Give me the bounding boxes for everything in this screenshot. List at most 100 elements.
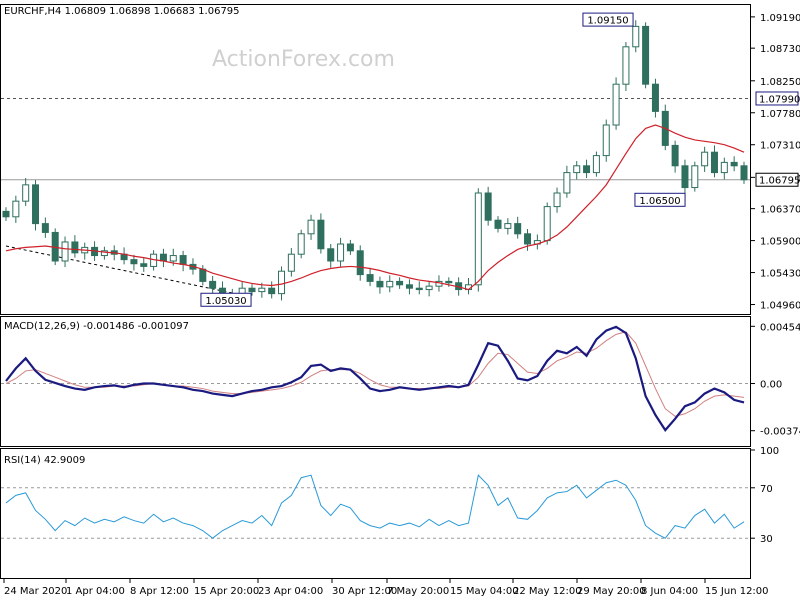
rsi-axis-label: 100 xyxy=(760,446,779,457)
candle-body xyxy=(524,233,532,245)
swing-low-label: 1.06500 xyxy=(639,196,680,207)
macd-axis-label: 0.00 xyxy=(760,380,782,391)
candle-body xyxy=(632,25,640,48)
candle-body xyxy=(622,46,630,85)
candle-body xyxy=(504,223,512,229)
candle-body xyxy=(514,223,522,235)
candle-body xyxy=(474,192,482,286)
swing-low-label-box xyxy=(634,192,686,207)
candle-body xyxy=(41,223,49,233)
macd-signal-line xyxy=(5,331,745,417)
current-price-axis-box xyxy=(755,172,799,187)
candle-body xyxy=(445,280,453,284)
candle-body xyxy=(494,219,502,229)
time-axis-label: 22 May 12:00 xyxy=(513,586,582,597)
candle-body xyxy=(307,219,315,235)
candle-body xyxy=(720,161,728,174)
rsi-plot xyxy=(1,474,750,539)
current-price-axis-label: 1.06795 xyxy=(759,176,800,187)
price-axis-label: 1.06370 xyxy=(760,205,800,216)
candle-body xyxy=(425,285,433,291)
candle-body xyxy=(396,280,404,286)
time-axis-label: 1 Apr 04:00 xyxy=(66,586,125,597)
candle-body xyxy=(405,284,413,289)
candle-body xyxy=(612,83,620,126)
macd-pane-header: MACD(12,26,9) -0.001486 -0.001097 xyxy=(4,321,189,332)
rsi-axis-label: 30 xyxy=(760,534,773,545)
high-label: 1.09150 xyxy=(587,16,628,27)
candle-body xyxy=(130,259,138,265)
candle-body xyxy=(366,274,374,282)
rsi-pane-frame xyxy=(0,448,751,579)
candle-body xyxy=(563,172,571,194)
price-pane-frame xyxy=(0,4,751,315)
candle-body xyxy=(258,287,266,293)
time-axis-label: 15 May 04:00 xyxy=(450,586,519,597)
price-axis-label: 1.09190 xyxy=(760,13,800,24)
candle-body xyxy=(169,255,177,262)
candle-body xyxy=(651,83,659,112)
candle-body xyxy=(100,250,108,257)
candle-body xyxy=(583,165,591,174)
candle-body xyxy=(179,255,187,265)
high-label-box xyxy=(582,12,634,27)
candle-body xyxy=(415,287,423,291)
time-axis-label: 30 Apr 12:00 xyxy=(332,586,397,597)
candle-body xyxy=(376,280,384,288)
candle-body xyxy=(71,241,79,254)
candle-body xyxy=(346,243,354,252)
candle-body xyxy=(297,233,305,255)
price-axis-label: 1.07780 xyxy=(760,109,800,120)
candle-body xyxy=(553,192,561,208)
candle-body xyxy=(681,165,689,189)
candle-body xyxy=(337,243,345,262)
price-axis-label: 1.07310 xyxy=(760,141,800,152)
candle-body xyxy=(199,268,207,282)
candle-body xyxy=(701,151,709,167)
candle-body xyxy=(710,151,718,174)
candle-body xyxy=(484,192,492,221)
time-axis-label: 23 Apr 04:00 xyxy=(258,586,323,597)
candle-body xyxy=(209,280,217,289)
price-axis-label: 1.04960 xyxy=(760,301,800,312)
price-axis-label: 1.08250 xyxy=(760,77,800,88)
candle-body xyxy=(602,124,610,157)
candle-body xyxy=(2,210,10,218)
time-axis-label: 8 Apr 12:00 xyxy=(130,586,189,597)
low-label-box xyxy=(200,292,252,307)
rsi-line xyxy=(5,474,745,539)
candle-body xyxy=(248,287,256,293)
candle-body xyxy=(287,253,295,272)
price-axis-label: 1.08730 xyxy=(760,44,800,55)
resistance-axis-label: 1.07990 xyxy=(759,94,800,105)
candle-body xyxy=(32,184,40,225)
time-axis-label: 15 Apr 20:00 xyxy=(194,586,259,597)
candle-body xyxy=(278,270,286,295)
time-axis-label: 15 Jun 12:00 xyxy=(705,586,769,597)
price-pane-header: EURCHF,H4 1.06809 1.06898 1.06683 1.0679… xyxy=(4,6,240,17)
resistance-axis-box xyxy=(755,91,799,106)
candle-body xyxy=(543,206,551,242)
macd-axis-label: -0.003745 xyxy=(760,427,800,438)
watermark: ActionForex.com xyxy=(212,47,395,72)
candle-body xyxy=(592,155,600,174)
macd-line xyxy=(5,325,745,432)
candle-body xyxy=(642,25,650,85)
candle-body xyxy=(730,161,738,167)
macd-plot xyxy=(1,325,750,432)
candle-body xyxy=(22,184,30,202)
candle-body xyxy=(140,263,148,267)
price-axis-label: 1.05430 xyxy=(760,269,800,280)
low-label: 1.05030 xyxy=(205,296,246,307)
candle-body xyxy=(573,165,581,174)
candle-body xyxy=(386,280,394,288)
candle-body xyxy=(159,253,167,262)
axes: 1.091901.087301.082501.077801.073101.068… xyxy=(3,13,800,597)
candle-body xyxy=(356,250,364,276)
candle-body xyxy=(740,165,748,181)
candle-body xyxy=(691,165,699,189)
candle-body xyxy=(317,219,325,250)
candle-body xyxy=(327,248,335,262)
